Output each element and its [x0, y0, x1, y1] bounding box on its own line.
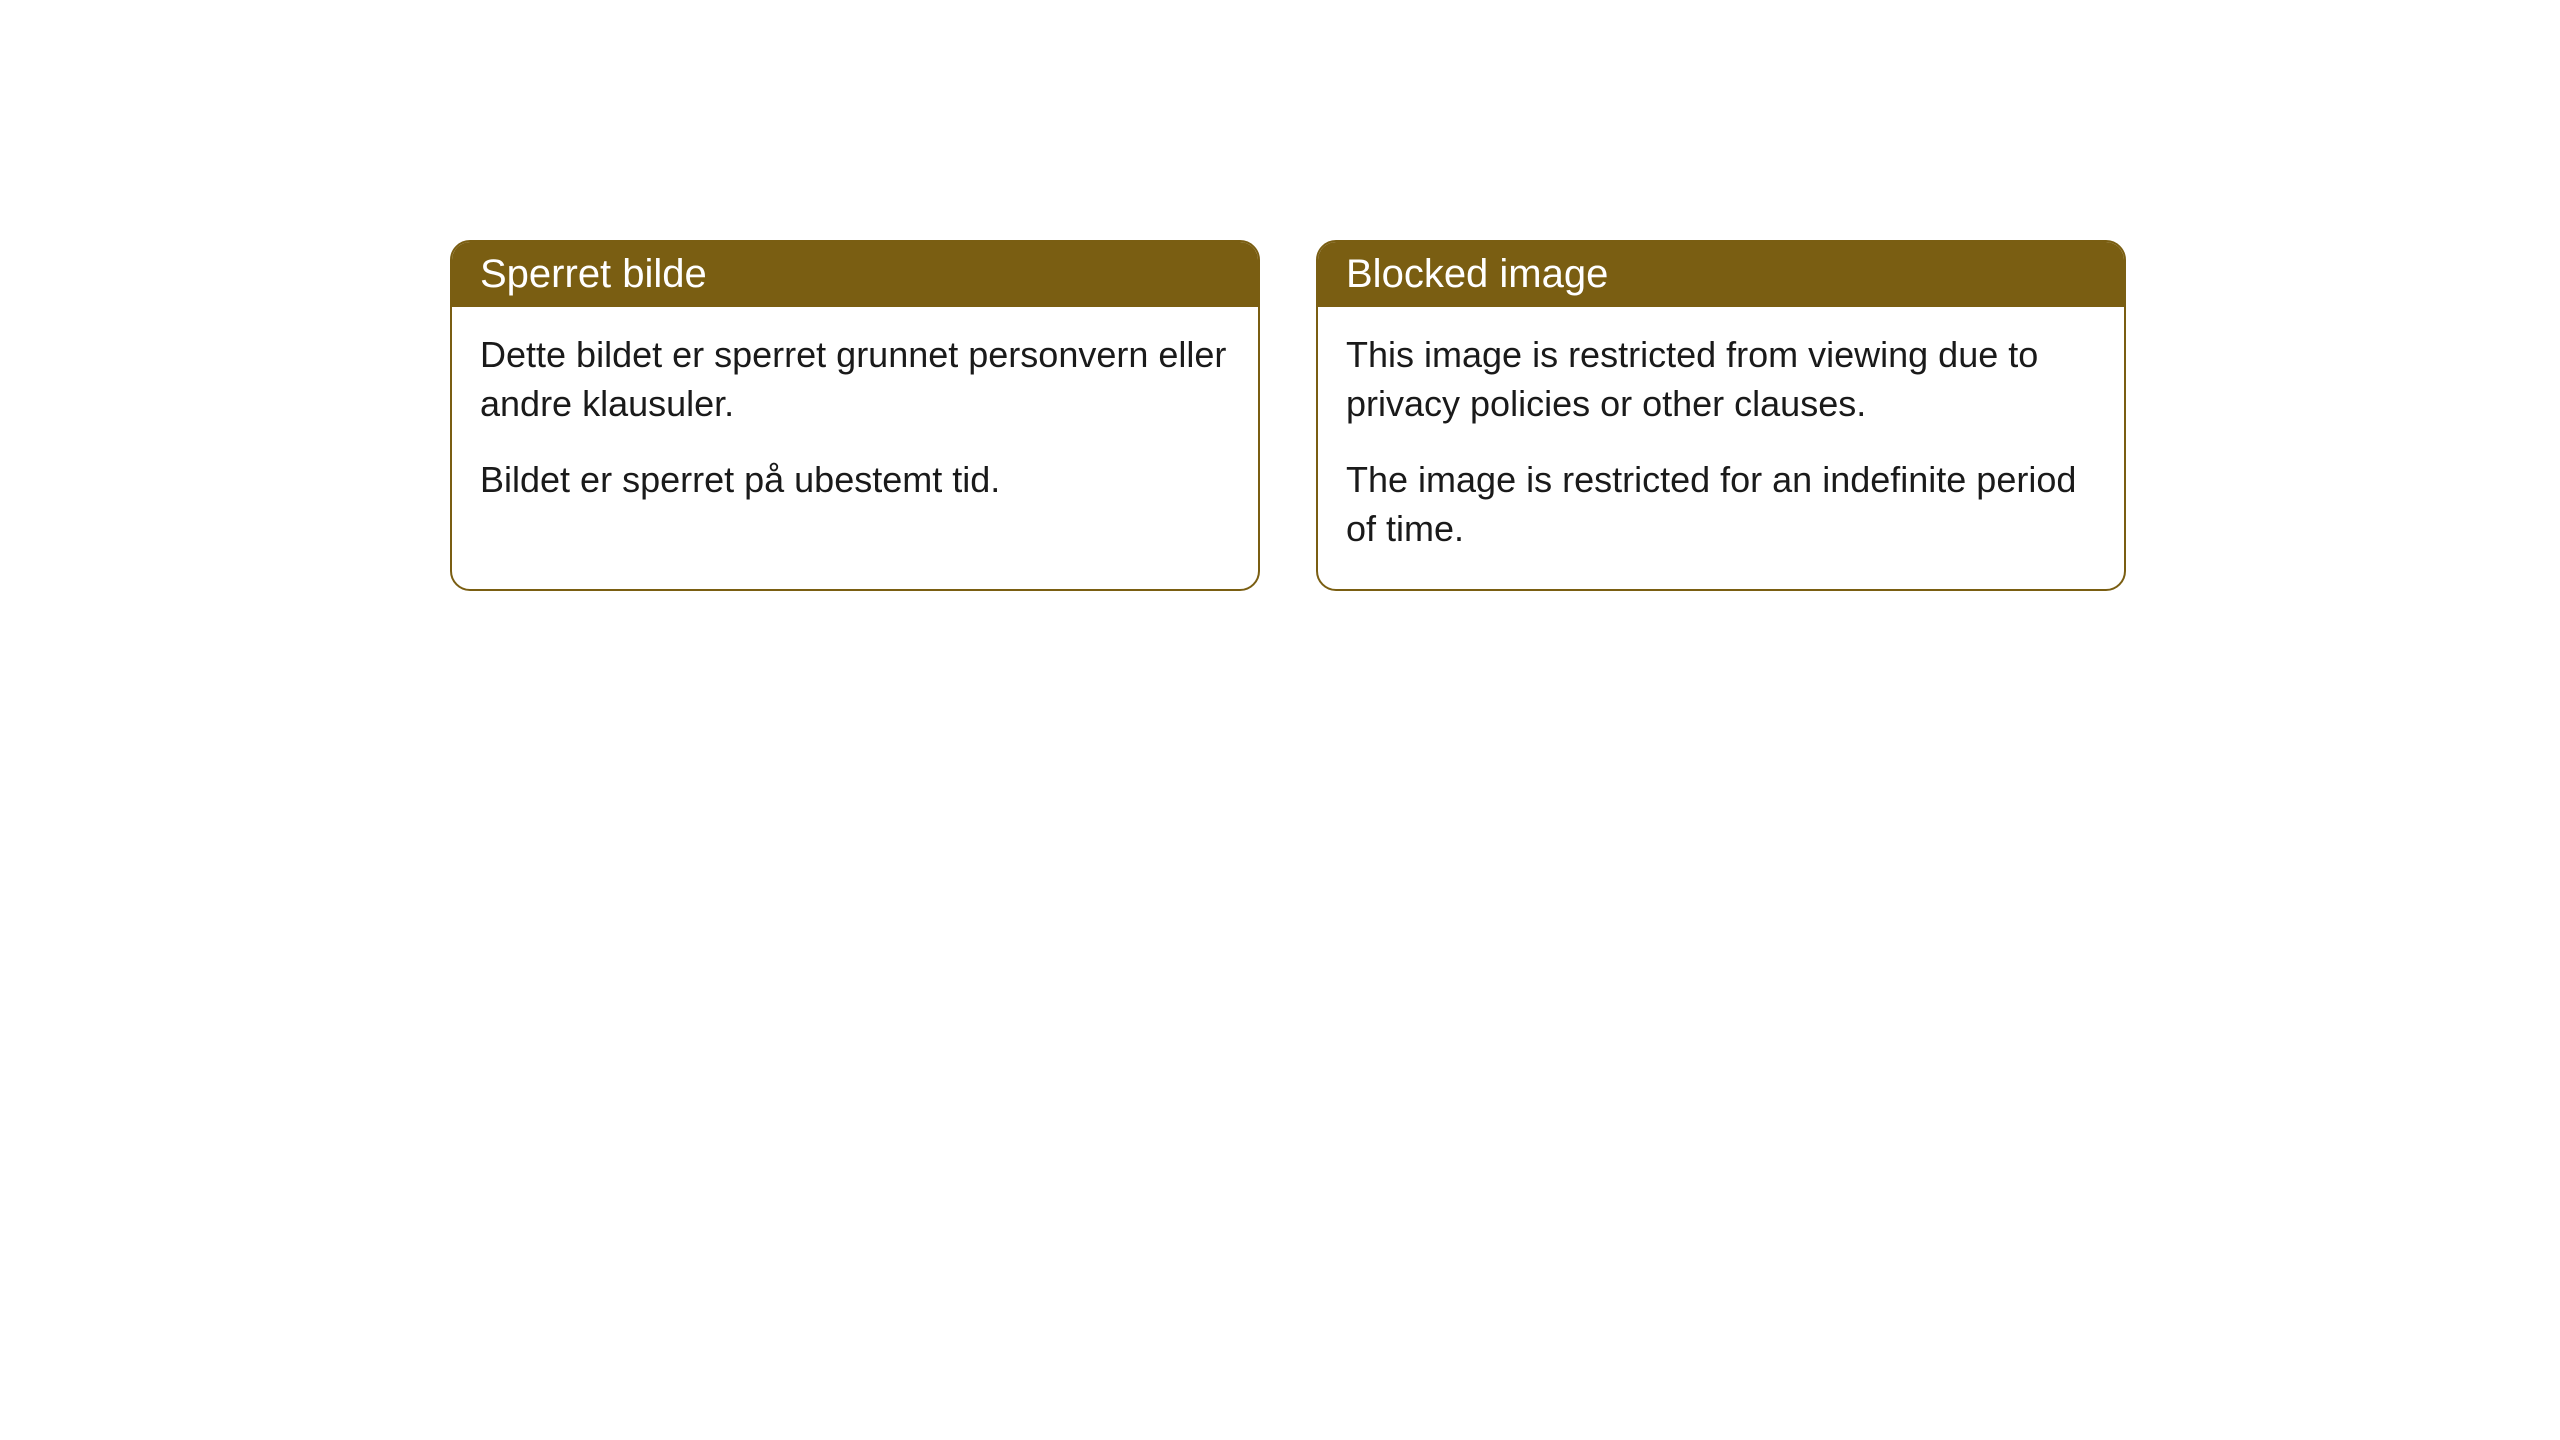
card-header-norwegian: Sperret bilde — [452, 242, 1258, 307]
card-title: Sperret bilde — [480, 252, 707, 296]
card-paragraph-1: This image is restricted from viewing du… — [1346, 331, 2096, 428]
blocked-image-card-english: Blocked image This image is restricted f… — [1316, 240, 2126, 591]
card-body-norwegian: Dette bildet er sperret grunnet personve… — [452, 307, 1258, 541]
card-body-english: This image is restricted from viewing du… — [1318, 307, 2124, 589]
blocked-image-card-norwegian: Sperret bilde Dette bildet er sperret gr… — [450, 240, 1260, 591]
card-title: Blocked image — [1346, 252, 1608, 296]
card-paragraph-1: Dette bildet er sperret grunnet personve… — [480, 331, 1230, 428]
notice-cards-container: Sperret bilde Dette bildet er sperret gr… — [0, 0, 2560, 591]
card-header-english: Blocked image — [1318, 242, 2124, 307]
card-paragraph-2: The image is restricted for an indefinit… — [1346, 456, 2096, 553]
card-paragraph-2: Bildet er sperret på ubestemt tid. — [480, 456, 1230, 505]
